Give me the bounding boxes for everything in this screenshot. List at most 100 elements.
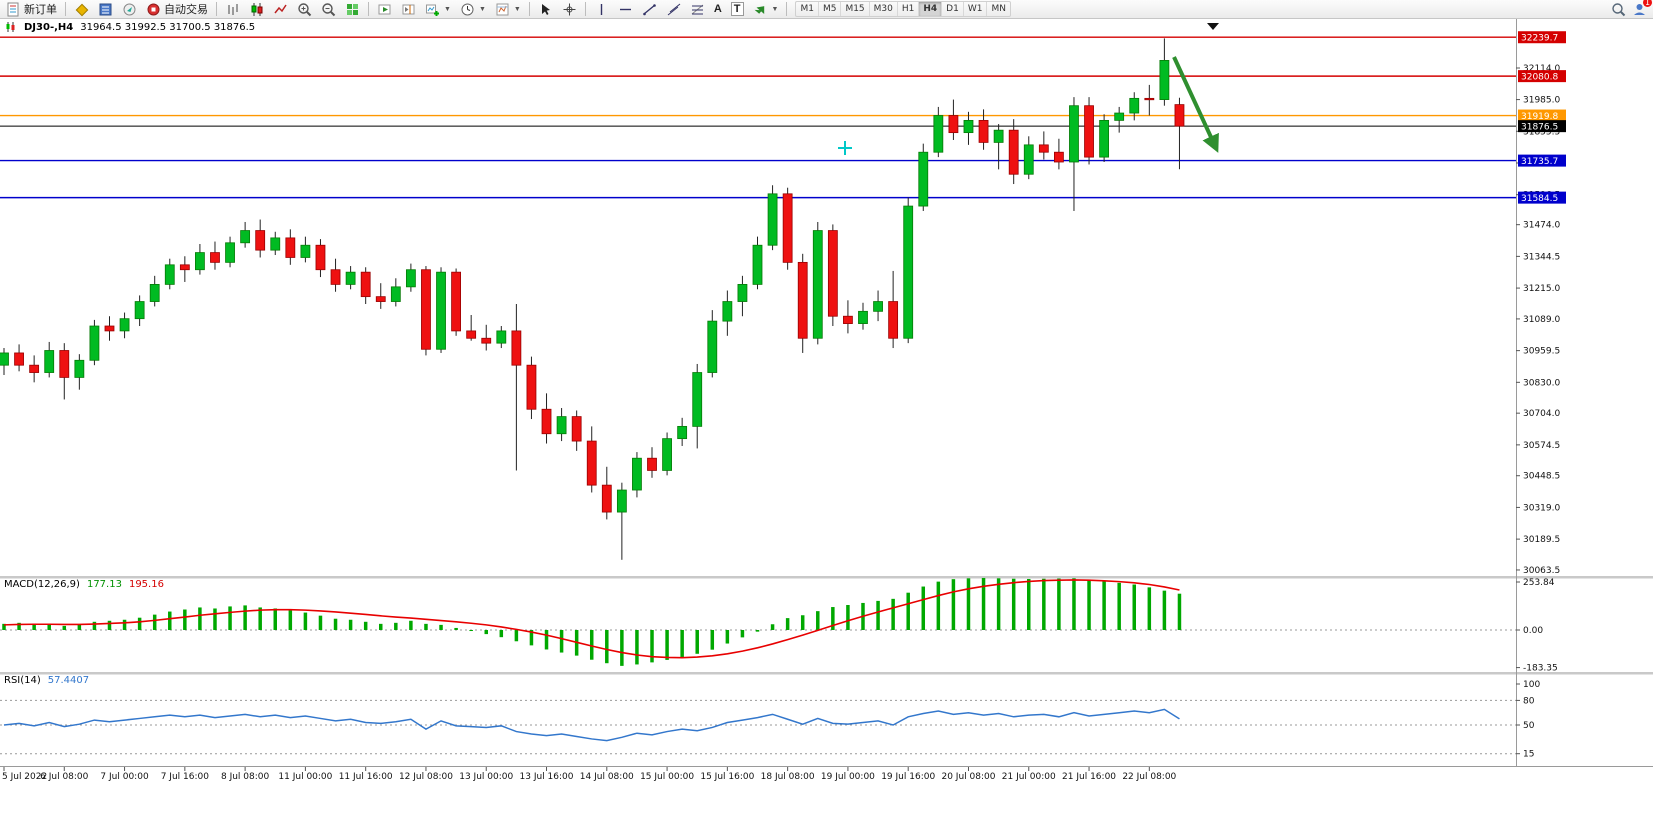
candle-down[interactable] [1144,97,1155,101]
candle-down[interactable] [888,301,899,339]
candle-down[interactable] [481,337,492,344]
timeframe-button-w1[interactable]: W1 [964,2,988,16]
arrows-tool-button[interactable]: ▼ [749,1,783,18]
timeframe-button-d1[interactable]: D1 [942,2,964,16]
vertical-line-tool-button[interactable] [590,1,613,18]
new-order-button[interactable]: 新订单 [2,1,61,18]
price-axis[interactable]: 32114.031985.031855.531726.031596.531474… [1516,64,1560,576]
candle-up[interactable] [240,230,251,244]
candle-up[interactable] [300,244,311,258]
zoom-out-button[interactable] [317,1,340,18]
timeframe-button-m1[interactable]: M1 [796,2,819,16]
candle-down[interactable] [1054,151,1064,163]
candle-down[interactable] [948,115,959,134]
sell-arrow-annotation[interactable] [1172,56,1219,153]
navigator-button[interactable] [118,1,141,18]
zoom-in-button[interactable] [293,1,316,18]
tile-windows-button[interactable] [341,1,364,18]
timeframe-button-h1[interactable]: H1 [898,2,920,16]
candle-up[interactable] [752,244,763,285]
candle-up[interactable] [345,271,356,285]
candle-down[interactable] [14,352,24,366]
candle-down[interactable] [375,296,386,302]
auto-scroll-button[interactable] [373,1,396,18]
text-tool-button[interactable]: A [710,1,726,18]
timeframe-button-m15[interactable]: M15 [841,2,870,16]
candle-down[interactable] [315,244,326,271]
timeframe-button-m30[interactable]: M30 [870,2,898,16]
candle-down[interactable] [601,484,612,513]
candle-up[interactable] [677,425,688,440]
candle-up[interactable] [873,301,883,312]
candle-down[interactable] [1008,129,1019,175]
candle-down[interactable] [466,330,477,339]
candle-up[interactable] [119,318,130,332]
candle-down[interactable] [1038,144,1049,153]
candle-up[interactable] [737,284,748,302]
candle-up[interactable] [1114,112,1125,121]
candle-down[interactable] [782,193,793,263]
text-label-tool-button[interactable]: T [727,1,748,18]
timeframe-button-m5[interactable]: M5 [819,2,842,16]
horizontal-line-tool-button[interactable] [614,1,637,18]
candle-up[interactable] [270,237,281,251]
candle-up[interactable] [74,359,85,378]
candle-up[interactable] [556,416,567,435]
timeframe-button-h4[interactable]: H4 [919,2,943,16]
candle-down[interactable] [421,269,431,350]
crosshair-button[interactable] [558,1,581,18]
candle-up[interactable] [225,242,235,263]
chart-shift-button[interactable] [397,1,420,18]
candle-up[interactable] [1023,144,1034,175]
candle-up[interactable] [1129,97,1140,114]
candle-up[interactable] [616,489,627,513]
candle-up[interactable] [812,230,823,339]
price-list-button[interactable] [70,1,93,18]
candle-down[interactable] [1084,105,1094,158]
candle-up[interactable] [632,457,642,491]
candle-up[interactable] [496,330,507,344]
candle-up[interactable] [1159,60,1170,100]
candle-down[interactable] [29,364,40,373]
auto-trading-button[interactable]: 自动交易 [142,1,212,18]
candle-up[interactable] [933,115,944,153]
candle-up[interactable] [405,269,416,288]
chart-shift-marker[interactable] [1207,23,1219,30]
candle-up[interactable] [858,310,868,324]
candle-down[interactable] [978,119,989,143]
candle-up[interactable] [722,301,733,322]
candle-down[interactable] [360,271,371,298]
candle-up[interactable] [164,264,175,285]
search-icon[interactable] [1611,2,1626,17]
candle-down[interactable] [797,261,808,339]
profile-button[interactable]: 1 [1632,0,1652,17]
trendline-tool-button[interactable] [638,1,661,18]
candle-up[interactable] [149,284,160,302]
candle-up[interactable] [692,372,703,427]
candle-down[interactable] [511,330,522,366]
candle-down[interactable] [451,271,462,332]
template-button[interactable]: ▼ [491,1,525,18]
candle-down[interactable] [827,230,838,317]
bar-chart-button[interactable] [221,1,244,18]
candle-down[interactable] [843,315,853,324]
candle-down[interactable] [571,416,582,442]
candle-up[interactable] [44,350,55,373]
candle-up[interactable] [662,438,672,471]
candle-up[interactable] [918,151,929,207]
candle-down[interactable] [285,237,296,258]
candle-up[interactable] [1069,105,1079,163]
cursor-button[interactable] [534,1,557,18]
candle-up[interactable] [707,320,718,373]
candle-down[interactable] [541,408,552,435]
fibonacci-tool-button[interactable] [686,1,709,18]
candle-up[interactable] [89,325,100,361]
candle-down[interactable] [1174,104,1185,127]
candlestick-chart-button[interactable] [245,1,268,18]
candle-down[interactable] [59,350,70,378]
line-chart-button[interactable] [269,1,292,18]
candle-down[interactable] [526,364,537,410]
market-watch-button[interactable] [94,1,117,18]
timeframe-button-mn[interactable]: MN [991,4,1006,14]
